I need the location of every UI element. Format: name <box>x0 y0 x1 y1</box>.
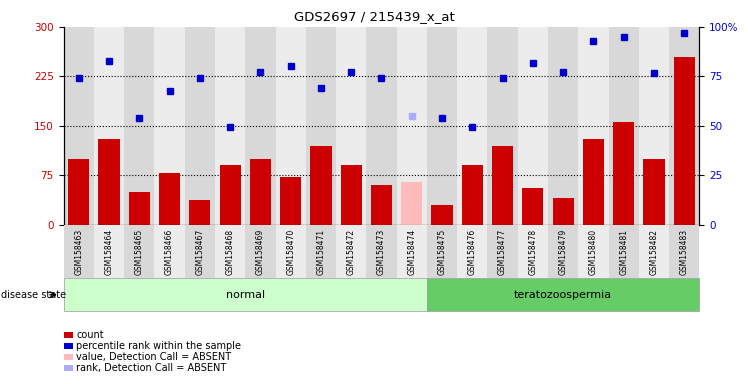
Text: GSM158468: GSM158468 <box>226 228 235 275</box>
Bar <box>68 159 89 225</box>
Text: GSM158480: GSM158480 <box>589 228 598 275</box>
Text: disease state: disease state <box>1 290 66 300</box>
Text: GSM158483: GSM158483 <box>680 228 689 275</box>
Text: GSM158470: GSM158470 <box>286 228 295 275</box>
Text: GSM158476: GSM158476 <box>468 228 476 275</box>
Bar <box>306 27 336 225</box>
Bar <box>189 200 210 225</box>
Text: GSM158467: GSM158467 <box>195 228 204 275</box>
Bar <box>275 27 306 225</box>
Text: GSM158474: GSM158474 <box>407 228 416 275</box>
Bar <box>401 182 423 225</box>
Bar <box>396 27 427 225</box>
Bar <box>488 27 518 225</box>
Bar <box>669 27 699 225</box>
Bar <box>367 27 396 225</box>
Bar <box>245 27 275 225</box>
Bar <box>548 27 578 225</box>
Text: normal: normal <box>226 290 265 300</box>
Bar <box>159 173 180 225</box>
Text: GDS2697 / 215439_x_at: GDS2697 / 215439_x_at <box>294 10 454 23</box>
Bar <box>371 185 392 225</box>
Text: GSM158472: GSM158472 <box>347 228 356 275</box>
Text: GSM158477: GSM158477 <box>498 228 507 275</box>
Bar <box>427 27 457 225</box>
Text: GSM158466: GSM158466 <box>165 228 174 275</box>
Text: GSM158475: GSM158475 <box>438 228 447 275</box>
Text: value, Detection Call = ABSENT: value, Detection Call = ABSENT <box>76 352 231 362</box>
Bar <box>124 27 154 225</box>
Text: GSM158473: GSM158473 <box>377 228 386 275</box>
Bar <box>643 159 664 225</box>
Bar <box>674 56 695 225</box>
Text: percentile rank within the sample: percentile rank within the sample <box>76 341 242 351</box>
Bar <box>613 122 634 225</box>
Text: GSM158464: GSM158464 <box>105 228 114 275</box>
Text: GSM158471: GSM158471 <box>316 228 325 275</box>
Bar <box>94 27 124 225</box>
Bar <box>639 27 669 225</box>
Text: count: count <box>76 330 104 340</box>
Bar <box>185 27 215 225</box>
Bar <box>154 27 185 225</box>
Bar <box>336 27 367 225</box>
Bar <box>553 198 574 225</box>
Bar <box>457 27 488 225</box>
Bar <box>219 166 241 225</box>
Bar <box>64 27 94 225</box>
Text: GSM158481: GSM158481 <box>619 228 628 275</box>
Text: GSM158465: GSM158465 <box>135 228 144 275</box>
Bar <box>215 27 245 225</box>
Bar <box>432 205 453 225</box>
Text: GSM158479: GSM158479 <box>559 228 568 275</box>
Text: rank, Detection Call = ABSENT: rank, Detection Call = ABSENT <box>76 362 227 372</box>
Bar <box>280 177 301 225</box>
Bar <box>609 27 639 225</box>
Text: GSM158478: GSM158478 <box>528 228 537 275</box>
Text: GSM158463: GSM158463 <box>74 228 83 275</box>
Bar <box>250 159 271 225</box>
Bar <box>462 166 483 225</box>
Text: teratozoospermia: teratozoospermia <box>514 290 612 300</box>
Text: GSM158482: GSM158482 <box>649 228 658 275</box>
Bar <box>340 166 362 225</box>
Bar <box>99 139 120 225</box>
Bar <box>583 139 604 225</box>
Bar <box>310 146 331 225</box>
Bar <box>518 27 548 225</box>
Text: GSM158469: GSM158469 <box>256 228 265 275</box>
Bar <box>522 189 544 225</box>
Bar <box>492 146 513 225</box>
Bar <box>578 27 609 225</box>
Bar <box>129 192 150 225</box>
